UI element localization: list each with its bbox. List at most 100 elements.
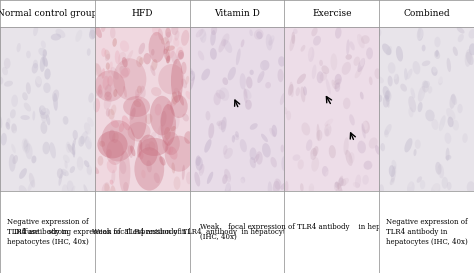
Ellipse shape bbox=[431, 183, 440, 197]
Ellipse shape bbox=[222, 77, 228, 85]
Ellipse shape bbox=[438, 75, 443, 83]
Text: Negative expression of TLR4 antibody in hepatocytes (IHC, 40x): Negative expression of TLR4 antibody in … bbox=[7, 218, 88, 246]
Ellipse shape bbox=[101, 23, 106, 32]
Ellipse shape bbox=[272, 125, 277, 137]
Ellipse shape bbox=[58, 173, 62, 186]
Ellipse shape bbox=[426, 158, 433, 170]
Ellipse shape bbox=[355, 174, 361, 188]
Ellipse shape bbox=[213, 93, 221, 105]
Ellipse shape bbox=[223, 40, 232, 53]
Ellipse shape bbox=[410, 88, 415, 99]
Ellipse shape bbox=[271, 90, 276, 99]
Ellipse shape bbox=[67, 180, 73, 192]
Ellipse shape bbox=[317, 71, 324, 83]
Ellipse shape bbox=[10, 109, 16, 118]
Ellipse shape bbox=[457, 151, 460, 159]
Ellipse shape bbox=[171, 126, 176, 131]
Ellipse shape bbox=[100, 141, 105, 147]
Ellipse shape bbox=[462, 133, 468, 143]
Ellipse shape bbox=[80, 131, 88, 144]
Ellipse shape bbox=[17, 138, 23, 148]
Ellipse shape bbox=[20, 115, 30, 120]
Ellipse shape bbox=[155, 104, 162, 115]
Ellipse shape bbox=[145, 144, 150, 151]
Ellipse shape bbox=[232, 135, 235, 143]
Ellipse shape bbox=[150, 65, 155, 76]
Ellipse shape bbox=[40, 121, 47, 134]
Ellipse shape bbox=[204, 72, 208, 79]
Ellipse shape bbox=[382, 43, 392, 55]
Ellipse shape bbox=[42, 57, 48, 67]
Ellipse shape bbox=[266, 34, 273, 51]
Ellipse shape bbox=[335, 82, 340, 92]
Ellipse shape bbox=[62, 184, 68, 198]
Ellipse shape bbox=[259, 49, 270, 57]
Ellipse shape bbox=[108, 61, 113, 73]
Ellipse shape bbox=[227, 125, 232, 134]
Ellipse shape bbox=[283, 107, 288, 114]
Ellipse shape bbox=[68, 119, 73, 125]
Ellipse shape bbox=[166, 55, 170, 63]
Ellipse shape bbox=[287, 159, 293, 167]
Ellipse shape bbox=[87, 48, 91, 56]
Ellipse shape bbox=[324, 119, 333, 126]
Ellipse shape bbox=[305, 152, 311, 164]
Ellipse shape bbox=[45, 114, 54, 126]
Ellipse shape bbox=[343, 98, 350, 109]
Ellipse shape bbox=[216, 90, 225, 99]
Ellipse shape bbox=[98, 89, 103, 98]
Ellipse shape bbox=[106, 108, 110, 117]
Ellipse shape bbox=[413, 78, 422, 85]
Ellipse shape bbox=[14, 54, 21, 70]
Ellipse shape bbox=[98, 85, 102, 95]
Ellipse shape bbox=[422, 61, 430, 66]
Ellipse shape bbox=[87, 165, 92, 175]
Ellipse shape bbox=[35, 74, 41, 84]
Ellipse shape bbox=[216, 111, 223, 123]
Ellipse shape bbox=[413, 149, 417, 156]
Ellipse shape bbox=[449, 169, 456, 179]
Ellipse shape bbox=[46, 114, 50, 125]
Ellipse shape bbox=[148, 141, 155, 150]
Ellipse shape bbox=[274, 179, 282, 190]
Ellipse shape bbox=[87, 117, 94, 127]
Ellipse shape bbox=[115, 50, 120, 64]
Ellipse shape bbox=[326, 78, 331, 95]
Ellipse shape bbox=[288, 84, 293, 96]
Ellipse shape bbox=[369, 76, 373, 85]
Ellipse shape bbox=[32, 111, 35, 121]
Ellipse shape bbox=[25, 143, 33, 159]
Ellipse shape bbox=[11, 144, 16, 153]
Text: Negative expression of TLR4 antibody in hepatocytes (IHC, 40x): Negative expression of TLR4 antibody in … bbox=[386, 218, 467, 246]
Ellipse shape bbox=[209, 123, 214, 139]
Ellipse shape bbox=[349, 41, 355, 51]
Ellipse shape bbox=[197, 173, 203, 183]
Ellipse shape bbox=[4, 135, 8, 152]
Ellipse shape bbox=[31, 156, 36, 163]
Ellipse shape bbox=[185, 91, 192, 99]
Ellipse shape bbox=[210, 48, 217, 60]
Ellipse shape bbox=[195, 26, 205, 38]
Ellipse shape bbox=[281, 183, 287, 190]
Ellipse shape bbox=[101, 68, 105, 79]
Ellipse shape bbox=[425, 109, 435, 121]
Ellipse shape bbox=[50, 68, 59, 79]
Ellipse shape bbox=[379, 184, 384, 194]
Ellipse shape bbox=[282, 156, 286, 171]
Ellipse shape bbox=[337, 183, 343, 199]
Ellipse shape bbox=[0, 77, 3, 85]
Ellipse shape bbox=[373, 106, 380, 115]
Ellipse shape bbox=[342, 46, 348, 57]
Ellipse shape bbox=[61, 169, 69, 176]
Ellipse shape bbox=[223, 160, 230, 171]
Ellipse shape bbox=[39, 105, 46, 115]
Ellipse shape bbox=[384, 130, 389, 138]
Ellipse shape bbox=[111, 120, 119, 128]
Ellipse shape bbox=[236, 29, 243, 39]
Ellipse shape bbox=[15, 55, 18, 71]
Ellipse shape bbox=[330, 183, 337, 192]
Ellipse shape bbox=[442, 177, 448, 189]
Ellipse shape bbox=[93, 101, 97, 111]
Ellipse shape bbox=[280, 93, 285, 105]
Ellipse shape bbox=[259, 180, 264, 193]
